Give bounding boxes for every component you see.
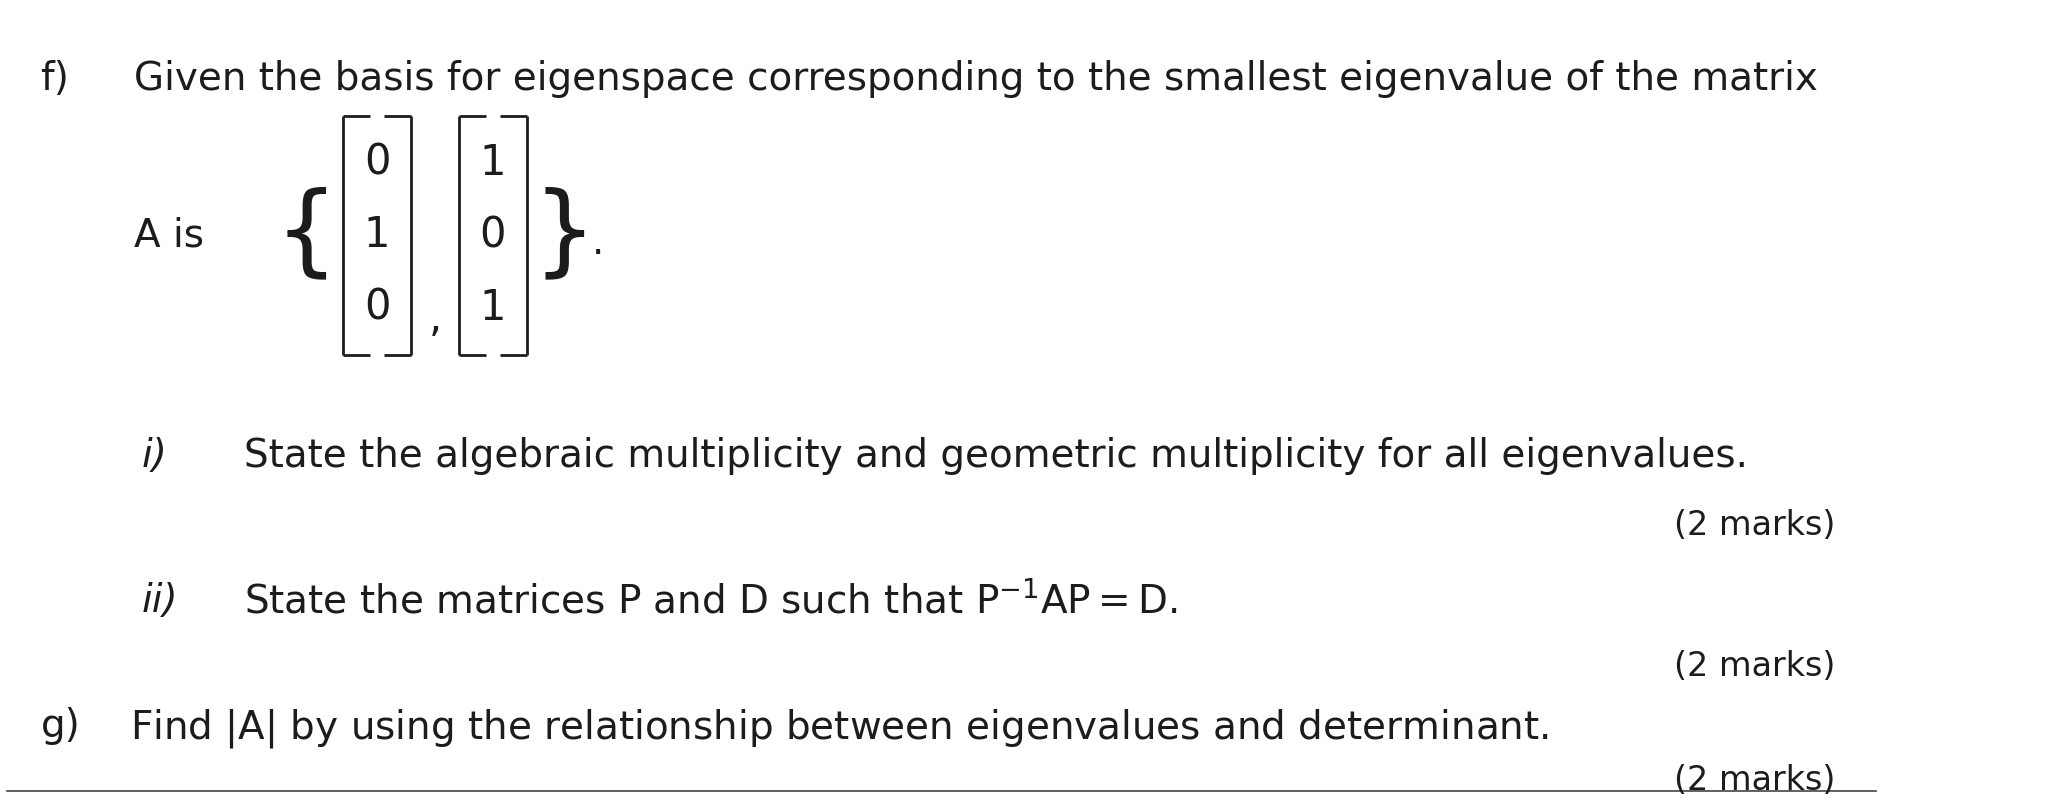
Text: 1: 1 [364, 214, 389, 256]
Text: .: . [592, 224, 605, 262]
Text: ,: , [429, 298, 441, 340]
Text: (2 marks): (2 marks) [1673, 650, 1835, 683]
Text: 0: 0 [364, 142, 389, 184]
Text: Given the basis for eigenspace corresponding to the smallest eigenvalue of the m: Given the basis for eigenspace correspon… [135, 60, 1818, 98]
Text: (2 marks): (2 marks) [1673, 765, 1835, 797]
Text: i): i) [141, 437, 168, 475]
Text: 1: 1 [480, 142, 505, 184]
Text: 1: 1 [480, 287, 505, 328]
Text: State the algebraic multiplicity and geometric multiplicity for all eigenvalues.: State the algebraic multiplicity and geo… [244, 437, 1748, 475]
Text: 0: 0 [480, 214, 505, 256]
Text: g): g) [41, 708, 81, 745]
Text: ii): ii) [141, 582, 178, 620]
Text: {: { [273, 187, 338, 284]
Text: (2 marks): (2 marks) [1673, 510, 1835, 543]
Text: A is: A is [135, 217, 205, 254]
Text: State the matrices P and D such that $\mathregular{P}^{-1}\mathregular{AP = D}$.: State the matrices P and D such that $\m… [244, 582, 1178, 621]
Text: }: } [532, 187, 596, 284]
Text: Find $|$A$|$ by using the relationship between eigenvalues and determinant.: Find $|$A$|$ by using the relationship b… [130, 708, 1549, 750]
Text: f): f) [41, 60, 70, 98]
Text: 0: 0 [364, 287, 389, 328]
